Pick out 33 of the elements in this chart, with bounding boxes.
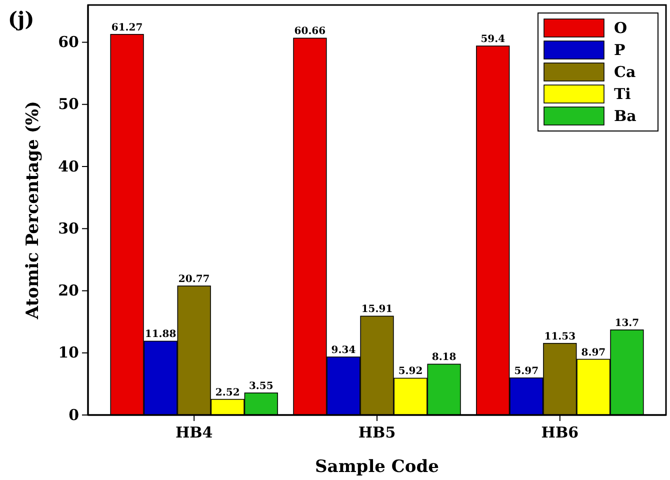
- data-label: 8.97: [581, 347, 606, 358]
- legend-label: O: [614, 19, 628, 37]
- data-label: 11.88: [144, 329, 176, 340]
- text: (j): [8, 7, 34, 31]
- y-tick-label: 40: [58, 157, 79, 176]
- x-tick-label: HB6: [541, 424, 579, 442]
- y-tick-label: 10: [58, 344, 79, 362]
- legend-label: P: [614, 41, 626, 59]
- data-label: 11.53: [544, 331, 576, 342]
- y-tick-label: 30: [58, 219, 79, 238]
- data-label: 8.18: [432, 352, 456, 364]
- y-axis-title: Atomic Percentage (%): [23, 100, 43, 320]
- data-label: 5.97: [514, 366, 539, 377]
- data-label: 59.4: [480, 34, 506, 45]
- data-label: 3.55: [248, 380, 274, 392]
- data-label: 13.7: [614, 318, 640, 329]
- x-tick-label: HB5: [358, 424, 396, 442]
- data-label: 5.92: [398, 366, 423, 378]
- data-label: 20.77: [178, 274, 210, 285]
- data-label: 60.66: [294, 26, 326, 38]
- legend-label: Ca: [614, 63, 636, 81]
- legend-label: Ti: [614, 85, 632, 103]
- data-label: 9.34: [331, 344, 356, 356]
- x-axis-title: Sample Code: [315, 457, 440, 477]
- data-label: 61.27: [111, 22, 143, 34]
- y-tick-label: 50: [58, 95, 79, 114]
- x-tick-label: HB4: [175, 424, 213, 442]
- data-label: 2.52: [215, 387, 240, 398]
- y-tick-label: 0: [68, 406, 79, 424]
- y-tick-label: 60: [58, 33, 79, 52]
- data-label: 15.91: [361, 304, 393, 316]
- legend-label: Ba: [614, 107, 637, 125]
- y-tick-label: 20: [58, 282, 79, 300]
